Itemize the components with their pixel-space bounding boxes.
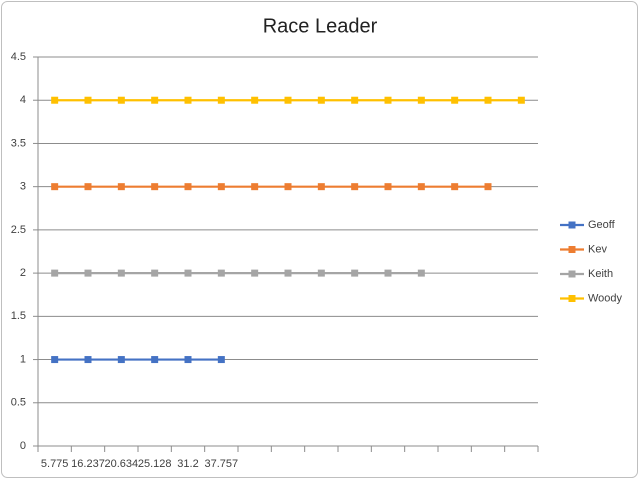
point (184, 183, 192, 191)
point (417, 269, 425, 277)
point (384, 269, 392, 277)
point (84, 269, 92, 277)
point (251, 96, 259, 104)
x-tick-label: 5.775 (41, 458, 69, 470)
legend-label: Geoff (588, 219, 616, 231)
point (51, 269, 59, 277)
point (284, 269, 292, 277)
point (284, 96, 292, 104)
legend-label: Woody (588, 292, 623, 304)
point (84, 356, 92, 364)
y-tick-label: 1.5 (11, 310, 26, 322)
y-tick-label: 1 (20, 353, 26, 365)
y-tick-label: 3.5 (11, 137, 26, 149)
legend-marker (568, 246, 576, 253)
point (251, 183, 259, 191)
point (251, 269, 259, 277)
point (84, 183, 92, 191)
chart-title: Race Leader (263, 15, 378, 37)
legend-marker (568, 270, 576, 278)
point (417, 183, 425, 191)
y-tick-label: 0 (20, 440, 26, 452)
y-tick-label: 4.5 (11, 51, 26, 63)
point (51, 96, 59, 104)
point (484, 96, 492, 104)
point (151, 183, 159, 191)
y-tick-label: 0.5 (11, 397, 26, 409)
legend-label: Keith (588, 268, 613, 280)
point (151, 356, 159, 364)
point (451, 96, 459, 104)
point (284, 183, 292, 191)
point (217, 269, 225, 277)
point (217, 96, 225, 104)
x-tick-label: 31.2 (177, 458, 198, 470)
point (484, 183, 492, 191)
point (184, 269, 192, 277)
point (451, 183, 459, 191)
point (384, 183, 392, 191)
point (217, 183, 225, 191)
y-tick-label: 2 (20, 267, 26, 279)
point (317, 183, 325, 191)
point (351, 183, 359, 191)
point (117, 96, 125, 104)
y-tick-label: 2.5 (11, 224, 26, 236)
y-tick-label: 3 (20, 181, 26, 193)
point (317, 96, 325, 104)
point (117, 356, 125, 364)
legend-label: Kev (588, 243, 607, 255)
y-tick-label: 4 (20, 94, 26, 106)
x-tick-label: 16.237 (71, 458, 105, 470)
x-tick-label: 37.757 (205, 458, 239, 470)
point (51, 183, 59, 191)
point (151, 269, 159, 277)
point (417, 96, 425, 104)
point (351, 96, 359, 104)
point (217, 356, 225, 364)
point (384, 96, 392, 104)
point (151, 96, 159, 104)
x-tick-label: 20.634 (105, 458, 139, 470)
point (84, 96, 92, 104)
point (317, 269, 325, 277)
point (184, 96, 192, 104)
legend-marker (568, 221, 576, 229)
x-tick-label: 25.128 (138, 458, 172, 470)
legend-marker (568, 295, 576, 302)
point (117, 269, 125, 277)
point (117, 183, 125, 191)
point (51, 356, 59, 364)
point (517, 96, 525, 104)
point (184, 356, 192, 364)
point (351, 269, 359, 277)
